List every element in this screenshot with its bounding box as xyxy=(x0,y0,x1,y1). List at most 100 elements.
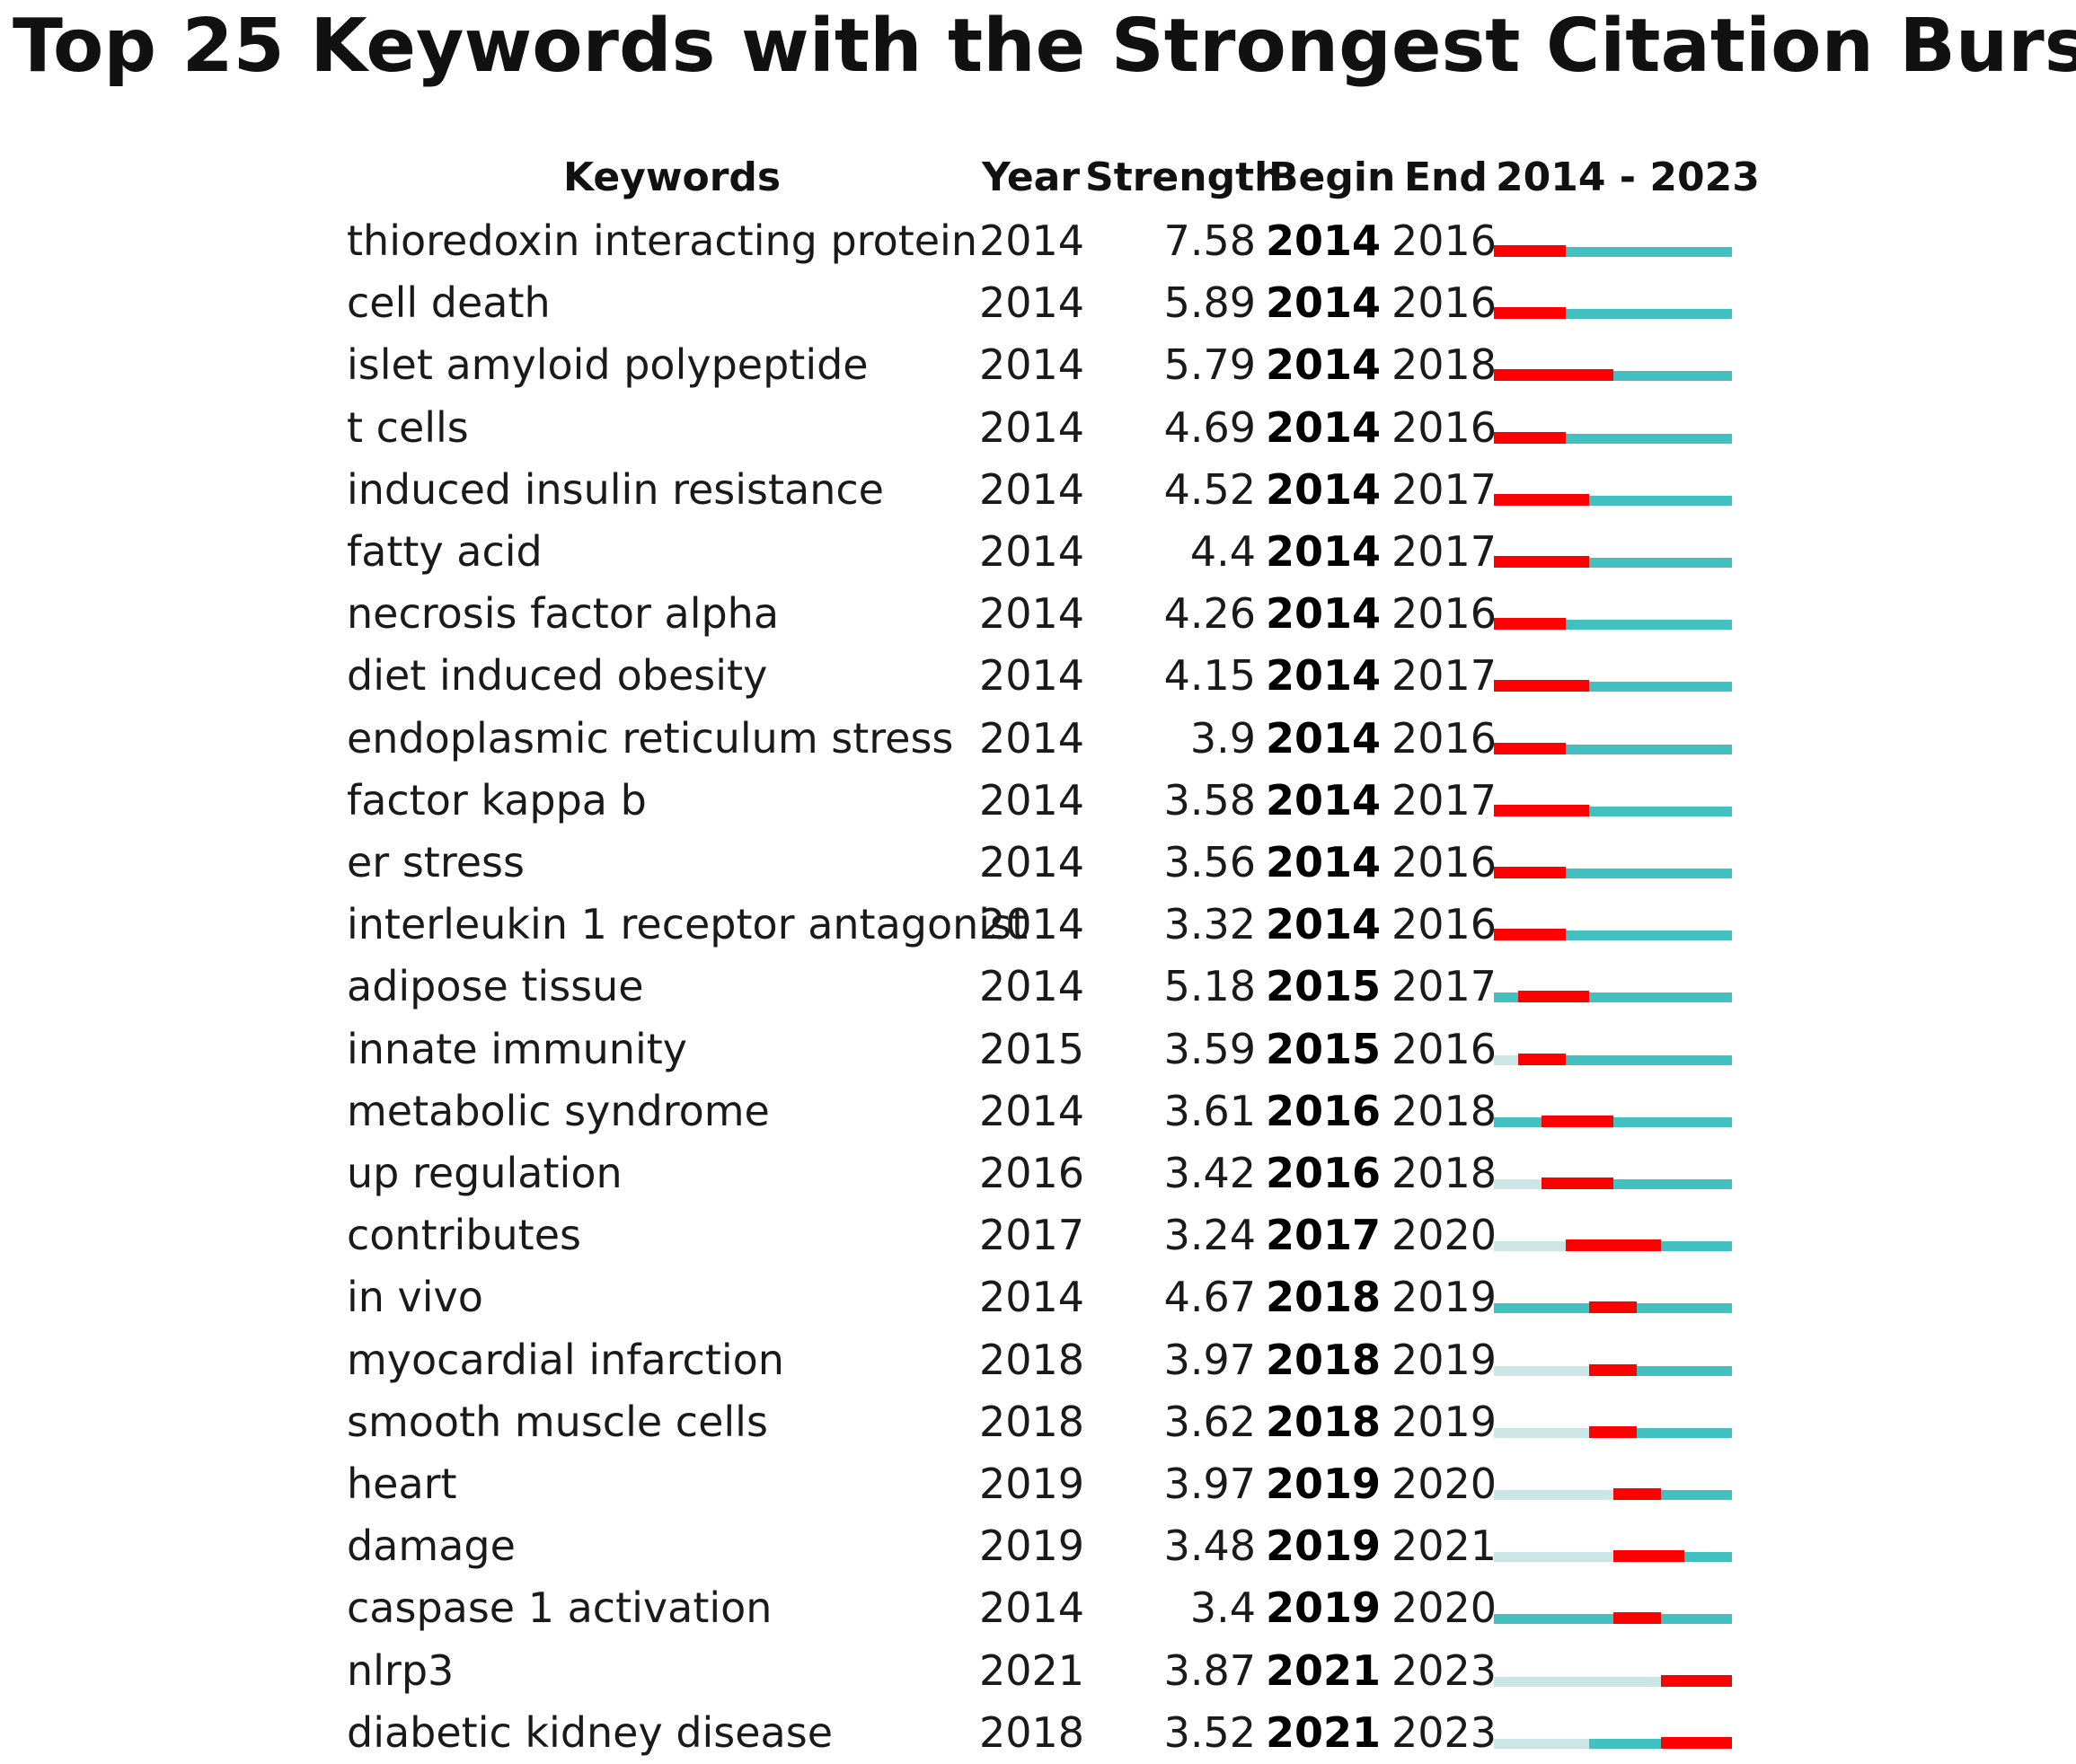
burst-timeline xyxy=(1494,680,1732,692)
active-segment xyxy=(1565,309,1732,320)
year-cell: 2014 xyxy=(979,775,1085,825)
active-segment xyxy=(1589,1738,1661,1749)
burst-segment xyxy=(1494,431,1566,444)
burst-timeline xyxy=(1494,245,1732,257)
begin-cell: 2018 xyxy=(1266,1335,1382,1384)
burst-segment xyxy=(1612,1612,1661,1625)
burst-timeline xyxy=(1494,1363,1732,1376)
table-row: islet amyloid polypeptide 2014 5.79 2014 201… xyxy=(0,334,2076,396)
strength-cell: 3.52 xyxy=(1163,1707,1256,1757)
keyword-cell: fatty acid xyxy=(347,527,543,576)
begin-cell: 2019 xyxy=(1266,1583,1382,1633)
strength-cell: 4.67 xyxy=(1163,1273,1256,1322)
end-cell: 2017 xyxy=(1391,464,1497,514)
burst-segment xyxy=(1660,1674,1732,1687)
burst-segment xyxy=(1542,1115,1613,1127)
keyword-cell: myocardial infarction xyxy=(347,1335,784,1384)
begin-cell: 2015 xyxy=(1266,1024,1382,1073)
active-segment xyxy=(1565,247,1732,257)
table-row: thioredoxin interacting protein 2014 7.58 2… xyxy=(0,210,2076,272)
year-cell: 2016 xyxy=(979,1149,1085,1197)
burst-segment xyxy=(1612,1550,1684,1563)
end-cell: 2023 xyxy=(1391,1645,1497,1695)
strength-cell: 3.32 xyxy=(1163,900,1256,949)
burst-segment xyxy=(1494,680,1589,692)
burst-segment xyxy=(1542,1177,1613,1189)
begin-cell: 2014 xyxy=(1266,900,1382,949)
end-cell: 2020 xyxy=(1391,1460,1497,1508)
year-cell: 2018 xyxy=(979,1707,1085,1757)
active-segment xyxy=(1565,744,1732,754)
begin-cell: 2019 xyxy=(1266,1460,1382,1508)
begin-cell: 2019 xyxy=(1266,1521,1382,1571)
header-year: Year xyxy=(982,154,1081,200)
burst-timeline xyxy=(1494,1301,1732,1314)
burst-segment xyxy=(1494,742,1566,754)
inactive-segment xyxy=(1494,1427,1589,1438)
strength-cell: 4.26 xyxy=(1163,589,1256,639)
keyword-cell: damage xyxy=(347,1521,516,1571)
begin-cell: 2018 xyxy=(1266,1397,1382,1446)
active-segment xyxy=(1494,992,1518,1003)
begin-cell: 2014 xyxy=(1266,651,1382,701)
strength-cell: 4.52 xyxy=(1163,464,1256,514)
year-cell: 2018 xyxy=(979,1397,1085,1446)
burst-segment xyxy=(1494,493,1589,506)
end-cell: 2019 xyxy=(1391,1397,1497,1446)
burst-timeline xyxy=(1494,804,1732,816)
keyword-cell: thioredoxin interacting protein xyxy=(347,216,977,265)
begin-cell: 2018 xyxy=(1266,1273,1382,1322)
header-keywords: Keywords xyxy=(563,154,782,200)
table-row: up regulation 2016 3.42 2016 2018 xyxy=(0,1142,2076,1204)
table-row: caspase 1 activation 2014 3.4 2019 2020 xyxy=(0,1577,2076,1639)
burst-segment xyxy=(1517,991,1589,1003)
inactive-segment xyxy=(1494,1738,1589,1749)
burst-timeline xyxy=(1494,1736,1732,1749)
keyword-cell: in vivo xyxy=(347,1273,483,1322)
table-row: diet induced obesity 2014 4.15 2014 2017 xyxy=(0,645,2076,707)
strength-cell: 5.18 xyxy=(1163,962,1256,1011)
active-segment xyxy=(1589,495,1732,506)
burst-segment xyxy=(1660,1736,1732,1749)
burst-timeline xyxy=(1494,493,1732,506)
end-cell: 2020 xyxy=(1391,1583,1497,1633)
keyword-cell: nlrp3 xyxy=(347,1645,455,1695)
inactive-segment xyxy=(1494,1241,1566,1252)
year-cell: 2014 xyxy=(979,464,1085,514)
inactive-segment xyxy=(1494,1490,1613,1500)
keyword-cell: interleukin 1 receptor antagonist xyxy=(347,900,1029,949)
burst-segment xyxy=(1589,1363,1637,1376)
active-segment xyxy=(1589,992,1732,1003)
keyword-cell: t cells xyxy=(347,402,469,452)
burst-timeline xyxy=(1494,929,1732,941)
table-row: endoplasmic reticulum stress 2014 3.9 2014 2… xyxy=(0,708,2076,770)
keyword-cell: contributes xyxy=(347,1211,581,1260)
strength-cell: 3.59 xyxy=(1163,1024,1256,1073)
begin-cell: 2016 xyxy=(1266,1149,1382,1197)
burst-timeline xyxy=(1494,1612,1732,1625)
strength-cell: 7.58 xyxy=(1163,216,1256,265)
strength-cell: 3.9 xyxy=(1189,713,1256,763)
table-row: damage 2019 3.48 2019 2021 xyxy=(0,1515,2076,1577)
end-cell: 2019 xyxy=(1391,1335,1497,1384)
active-segment xyxy=(1589,682,1732,692)
active-segment xyxy=(1565,869,1732,878)
begin-cell: 2014 xyxy=(1266,464,1382,514)
table-row: adipose tissue 2014 5.18 2015 2017 xyxy=(0,956,2076,1018)
begin-cell: 2016 xyxy=(1266,1086,1382,1135)
inactive-segment xyxy=(1494,1552,1613,1563)
keyword-cell: innate immunity xyxy=(347,1024,687,1073)
end-cell: 2019 xyxy=(1391,1273,1497,1322)
begin-cell: 2017 xyxy=(1266,1211,1382,1260)
strength-cell: 3.97 xyxy=(1163,1335,1256,1384)
end-cell: 2016 xyxy=(1391,278,1497,328)
end-cell: 2021 xyxy=(1391,1521,1497,1571)
table-row: diabetic kidney disease 2018 3.52 2021 2023 xyxy=(0,1702,2076,1764)
begin-cell: 2014 xyxy=(1266,340,1382,390)
strength-cell: 3.48 xyxy=(1163,1521,1256,1571)
inactive-segment xyxy=(1494,1365,1589,1376)
end-cell: 2016 xyxy=(1391,216,1497,265)
begin-cell: 2014 xyxy=(1266,838,1382,886)
burst-segment xyxy=(1494,929,1566,941)
